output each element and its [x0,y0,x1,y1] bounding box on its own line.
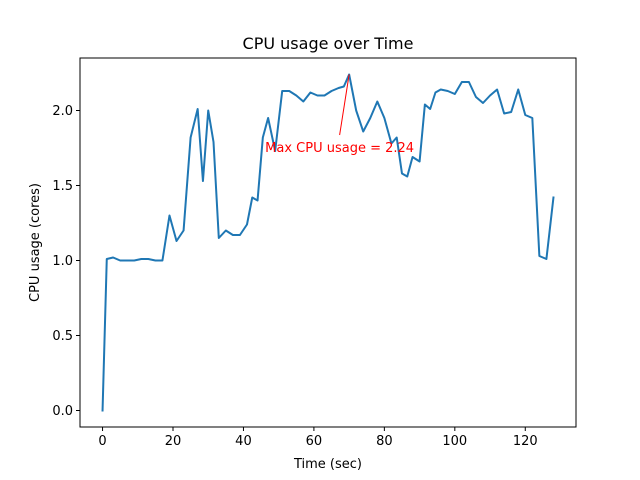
x-tick-label: 0 [98,434,106,449]
series-group [101,73,555,412]
x-axis-label: Time (sec) [293,457,362,472]
y-tick-label: 0.0 [52,404,73,419]
y-axis-label: CPU usage (cores) [28,183,43,302]
y-tick-label: 1.5 [52,179,73,194]
x-tick-label: 40 [235,434,252,449]
y-tick-label: 1.0 [52,254,73,269]
annotation-group: Max CPU usage = 2.24 [265,74,414,156]
annotation-arrow [339,74,350,136]
y-axis-ticks: 0.0 0.5 1.0 1.5 2.0 [52,104,80,419]
x-axis-ticks: 0 20 40 60 80 100 120 [98,427,538,449]
series-line-0 [101,73,555,412]
x-tick-label: 100 [442,434,467,449]
plot-frame [79,57,577,428]
x-tick-label: 60 [306,434,323,449]
chart-title: CPU usage over Time [243,34,414,53]
y-tick-label: 2.0 [52,104,73,119]
annotation-label: Max CPU usage = 2.24 [265,141,414,156]
y-tick-label: 0.5 [52,329,73,344]
x-tick-label: 120 [513,434,538,449]
x-tick-label: 20 [165,434,182,449]
x-tick-label: 80 [376,434,393,449]
